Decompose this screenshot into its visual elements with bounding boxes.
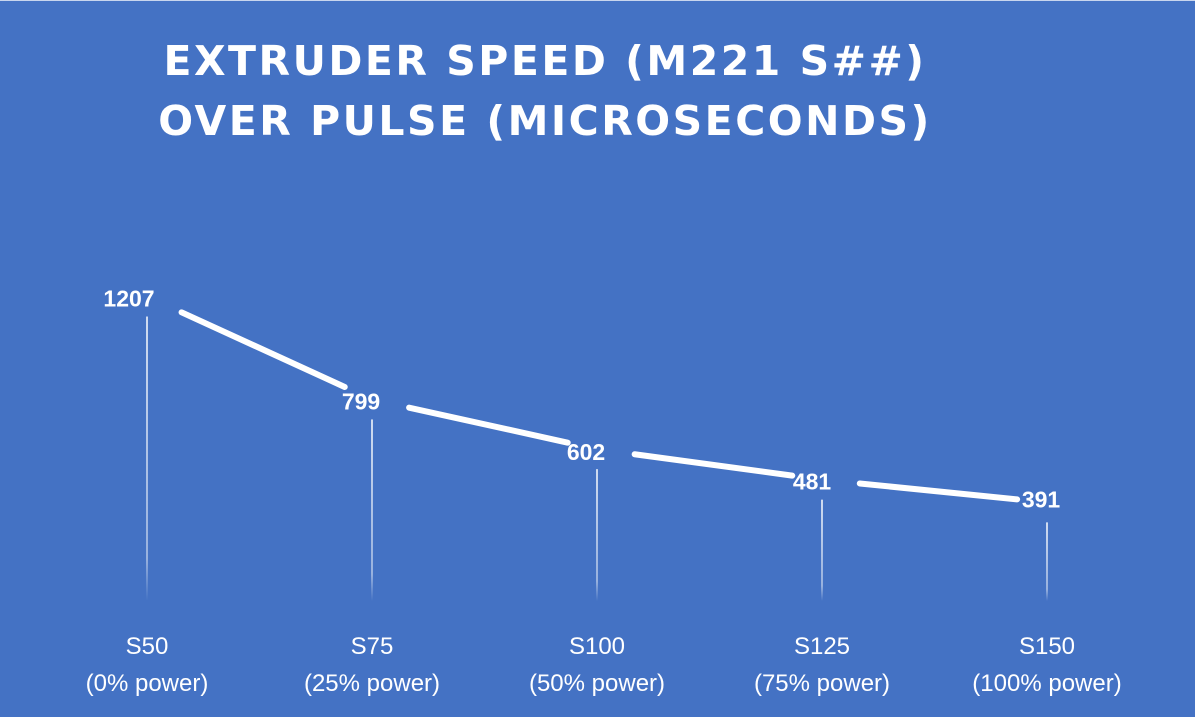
x-tick-label: (75% power) bbox=[754, 670, 890, 697]
data-label: 481 bbox=[793, 469, 832, 495]
drop-line bbox=[371, 419, 373, 601]
data-labels: 1207 799 602 481 391 bbox=[103, 286, 1060, 513]
drop-line bbox=[821, 499, 823, 601]
x-tick-label: (50% power) bbox=[529, 670, 665, 697]
drop-line bbox=[146, 316, 148, 601]
x-tick-label: S125 bbox=[794, 633, 850, 660]
data-label: 391 bbox=[1022, 486, 1061, 512]
drop-lines bbox=[146, 316, 1048, 601]
series-line-segment bbox=[406, 404, 571, 446]
series-line-group bbox=[178, 309, 1021, 503]
x-tick-label: S50 bbox=[126, 633, 169, 660]
series-line-segment bbox=[856, 480, 1021, 503]
x-tick-label: (25% power) bbox=[304, 670, 440, 697]
x-tick-label: (0% power) bbox=[86, 670, 209, 697]
data-label: 1207 bbox=[103, 286, 154, 312]
x-tick-label: S100 bbox=[569, 633, 625, 660]
x-tick-label: S150 bbox=[1019, 633, 1075, 660]
chart-title-line-2: OVER PULSE (MICROSECONDS) bbox=[158, 97, 932, 145]
series-line-segment bbox=[178, 309, 348, 390]
chart-title-line-1: EXTRUDER SPEED (M221 S##) bbox=[163, 37, 927, 85]
x-tick-label: (100% power) bbox=[972, 670, 1121, 697]
x-tick-label: S75 bbox=[351, 633, 394, 660]
category-axis: S50 (0% power) S75 (25% power) S100 (50% powe… bbox=[86, 633, 1122, 697]
drop-line bbox=[596, 469, 598, 601]
drop-line bbox=[1046, 522, 1048, 601]
series-line-segment bbox=[631, 451, 796, 479]
data-label: 602 bbox=[567, 439, 605, 465]
data-label: 799 bbox=[342, 388, 380, 414]
